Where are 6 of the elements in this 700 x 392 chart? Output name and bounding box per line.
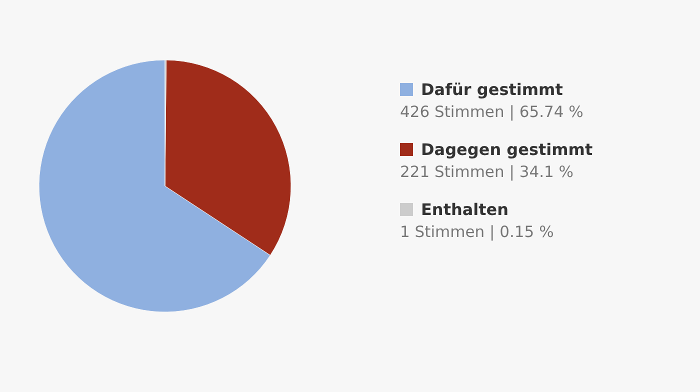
data-label: 1 Stimmen | 0.15 %: [400, 223, 554, 241]
legend-label: Dagegen gestimmt: [421, 140, 593, 159]
data-label: 426 Stimmen | 65.74 %: [400, 103, 584, 121]
data-label: 221 Stimmen | 34.1 %: [400, 163, 574, 181]
legend-label: Dafür gestimmt: [421, 80, 564, 99]
legend-label: Enthalten: [421, 200, 509, 219]
